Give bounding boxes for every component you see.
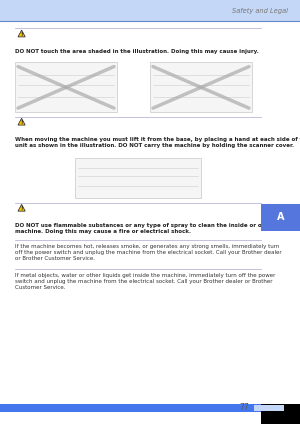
Bar — [254, 405, 284, 411]
Bar — [15, 62, 117, 112]
Bar — [261, 204, 300, 231]
Text: DO NOT touch the area shaded in the illustration. Doing this may cause injury.: DO NOT touch the area shaded in the illu… — [15, 49, 259, 54]
Bar — [0, 404, 261, 412]
Text: !: ! — [20, 206, 23, 211]
Text: !: ! — [20, 120, 23, 125]
Bar — [150, 62, 252, 112]
Text: When moving the machine you must lift it from the base, by placing a hand at eac: When moving the machine you must lift it… — [15, 137, 300, 148]
Polygon shape — [18, 118, 25, 125]
Text: If metal objects, water or other liquids get inside the machine, immediately tur: If metal objects, water or other liquids… — [15, 273, 275, 290]
Polygon shape — [18, 30, 25, 37]
Text: !: ! — [20, 32, 23, 37]
Text: A: A — [277, 212, 284, 222]
Text: 77: 77 — [239, 403, 249, 413]
Text: Safety and Legal: Safety and Legal — [232, 8, 288, 14]
Bar — [261, 404, 300, 424]
Polygon shape — [18, 204, 25, 211]
Bar — [0, 0, 300, 21]
Text: If the machine becomes hot, releases smoke, or generates any strong smells, imme: If the machine becomes hot, releases smo… — [15, 244, 282, 261]
Text: DO NOT use flammable substances or any type of spray to clean the inside or outs: DO NOT use flammable substances or any t… — [15, 223, 300, 234]
Bar — [75, 158, 201, 198]
